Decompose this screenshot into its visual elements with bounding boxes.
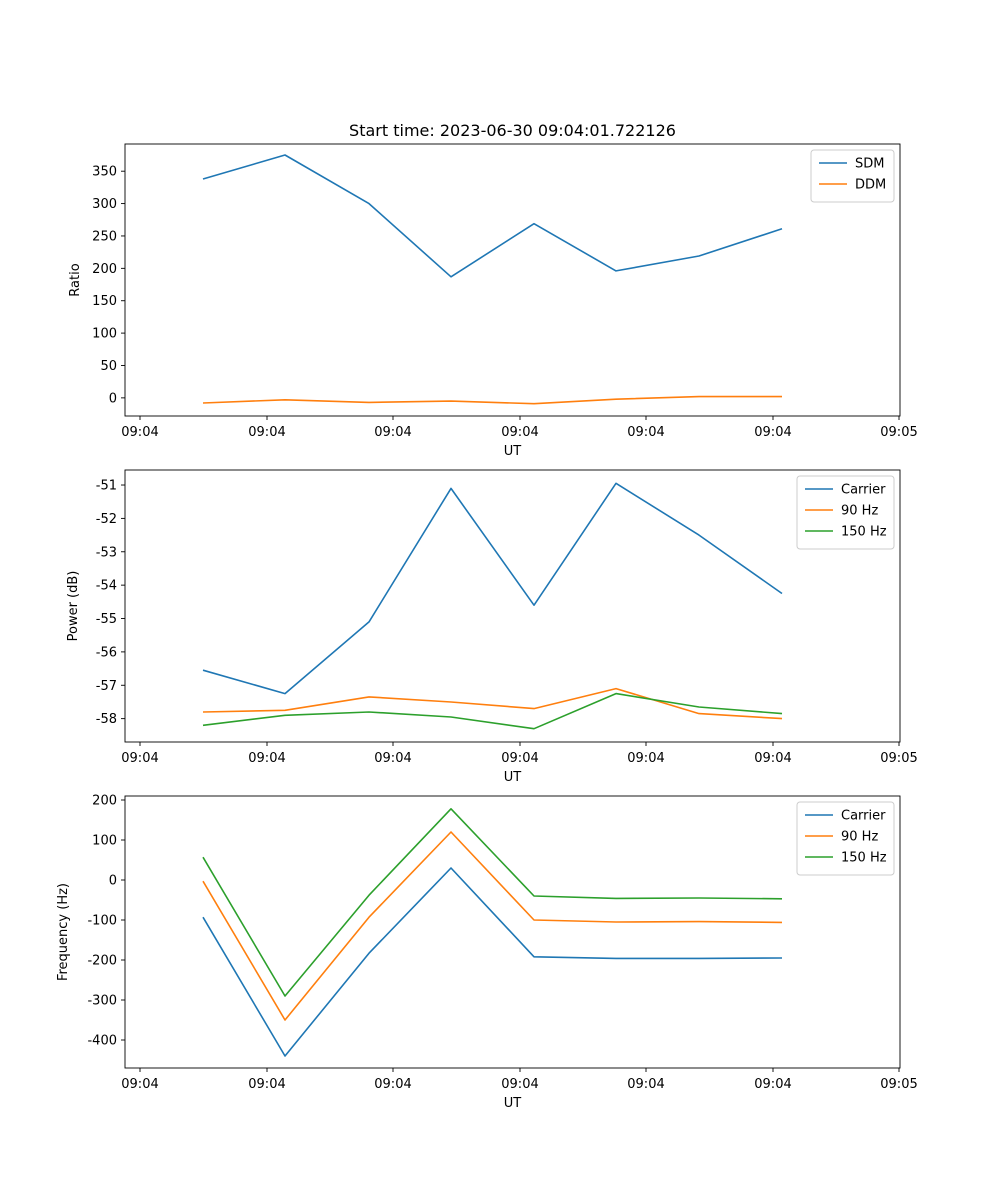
y-tick-label: -100 — [87, 914, 117, 929]
panel-2: 200 100 0 -100 -200 -300 -400 09:04 09:04 09:04 09… — [56, 794, 918, 1112]
x-axis-label: UT — [504, 770, 522, 785]
y-tick-label: 0 — [109, 874, 117, 889]
y-tick-label: 150 — [92, 294, 117, 309]
legend-label: DDM — [855, 178, 886, 193]
x-tick-label: 09:04 — [754, 1077, 791, 1092]
legend: Carrier 90 Hz 150 Hz — [796, 801, 895, 876]
y-tick-label: -400 — [87, 1034, 117, 1049]
y-axis-label: Power (dB) — [66, 571, 81, 642]
legend-label: Carrier — [841, 809, 886, 824]
legend-label: SDM — [855, 157, 884, 172]
legend-label: 150 Hz — [841, 525, 887, 540]
x-tick-label: 09:04 — [754, 425, 791, 440]
x-tick-label: 09:04 — [248, 425, 285, 440]
legend: SDM DDM — [810, 149, 895, 203]
series-line-90-hz — [202, 687, 783, 720]
x-tick-label: 09:04 — [121, 425, 158, 440]
y-tick-label: -300 — [87, 994, 117, 1009]
legend: Carrier 90 Hz 150 Hz — [796, 475, 895, 550]
series-line-carrier — [202, 482, 783, 695]
series-line-90-hz — [202, 831, 783, 1021]
x-tick-label: 09:04 — [501, 1077, 538, 1092]
x-tick-label: 09:04 — [754, 751, 791, 766]
y-tick-label: 300 — [92, 197, 117, 212]
legend-label: 150 Hz — [841, 851, 887, 866]
x-tick-label: 09:04 — [501, 751, 538, 766]
x-tick-label: 09:04 — [248, 1077, 285, 1092]
y-tick-label: -200 — [87, 954, 117, 969]
y-axis-label: Frequency (Hz) — [56, 883, 71, 981]
y-tick-label: 100 — [92, 834, 117, 849]
series-line-ddm — [202, 395, 782, 405]
x-tick-label: 09:04 — [374, 1077, 411, 1092]
axes-frame — [124, 469, 901, 743]
chart-title: Start time: 2023-06-30 09:04:01.722126 — [349, 121, 676, 140]
x-tick-label: 09:04 — [627, 1077, 664, 1092]
panels: 0 50 100 150 200 250 300 350 09:04 09:04 09:04 09:0… — [56, 143, 918, 1112]
x-tick-label: 09:04 — [627, 425, 664, 440]
y-axis-label: Ratio — [68, 263, 83, 296]
axes-frame — [124, 143, 901, 417]
y-tick-label: -54 — [96, 579, 117, 594]
legend-label: 90 Hz — [841, 830, 878, 845]
x-tick-label: 09:04 — [121, 751, 158, 766]
x-tick-label: 09:04 — [121, 1077, 158, 1092]
panel-1: -51 -52 -53 -54 -55 -56 -57 -58 09:04 09:04 09:04 0… — [66, 469, 918, 785]
x-tick-label: 09:04 — [374, 751, 411, 766]
series-line-150-hz — [202, 692, 783, 730]
y-tick-label: 200 — [92, 262, 117, 277]
y-tick-label: 50 — [100, 359, 117, 374]
panel-0: 0 50 100 150 200 250 300 350 09:04 09:04 09:04 09:0… — [68, 143, 918, 459]
y-tick-label: 100 — [92, 327, 117, 342]
x-tick-label: 09:04 — [248, 751, 285, 766]
series-line-carrier — [202, 867, 783, 1057]
y-tick-label: 200 — [92, 794, 117, 809]
x-tick-label: 09:04 — [374, 425, 411, 440]
axes-frame — [124, 795, 901, 1069]
x-tick-label: 09:05 — [880, 425, 917, 440]
y-tick-label: 0 — [109, 391, 117, 406]
x-axis-label: UT — [504, 1096, 522, 1111]
x-axis-label: UT — [504, 444, 522, 459]
y-tick-label: -55 — [96, 612, 117, 627]
y-tick-label: -58 — [96, 712, 117, 727]
legend-label: Carrier — [841, 483, 886, 498]
y-tick-label: -56 — [96, 645, 117, 660]
y-tick-label: 250 — [92, 229, 117, 244]
series-line-sdm — [202, 154, 783, 278]
x-tick-label: 09:05 — [880, 1077, 917, 1092]
series-line-150-hz — [202, 807, 783, 997]
x-tick-label: 09:05 — [880, 751, 917, 766]
y-tick-label: -51 — [96, 479, 117, 494]
legend-label: 90 Hz — [841, 504, 878, 519]
y-tick-label: 350 — [92, 165, 117, 180]
y-tick-label: -52 — [96, 512, 117, 527]
y-tick-label: -53 — [96, 545, 117, 560]
x-tick-label: 09:04 — [501, 425, 538, 440]
y-tick-label: -57 — [96, 679, 117, 694]
x-tick-label: 09:04 — [627, 751, 664, 766]
